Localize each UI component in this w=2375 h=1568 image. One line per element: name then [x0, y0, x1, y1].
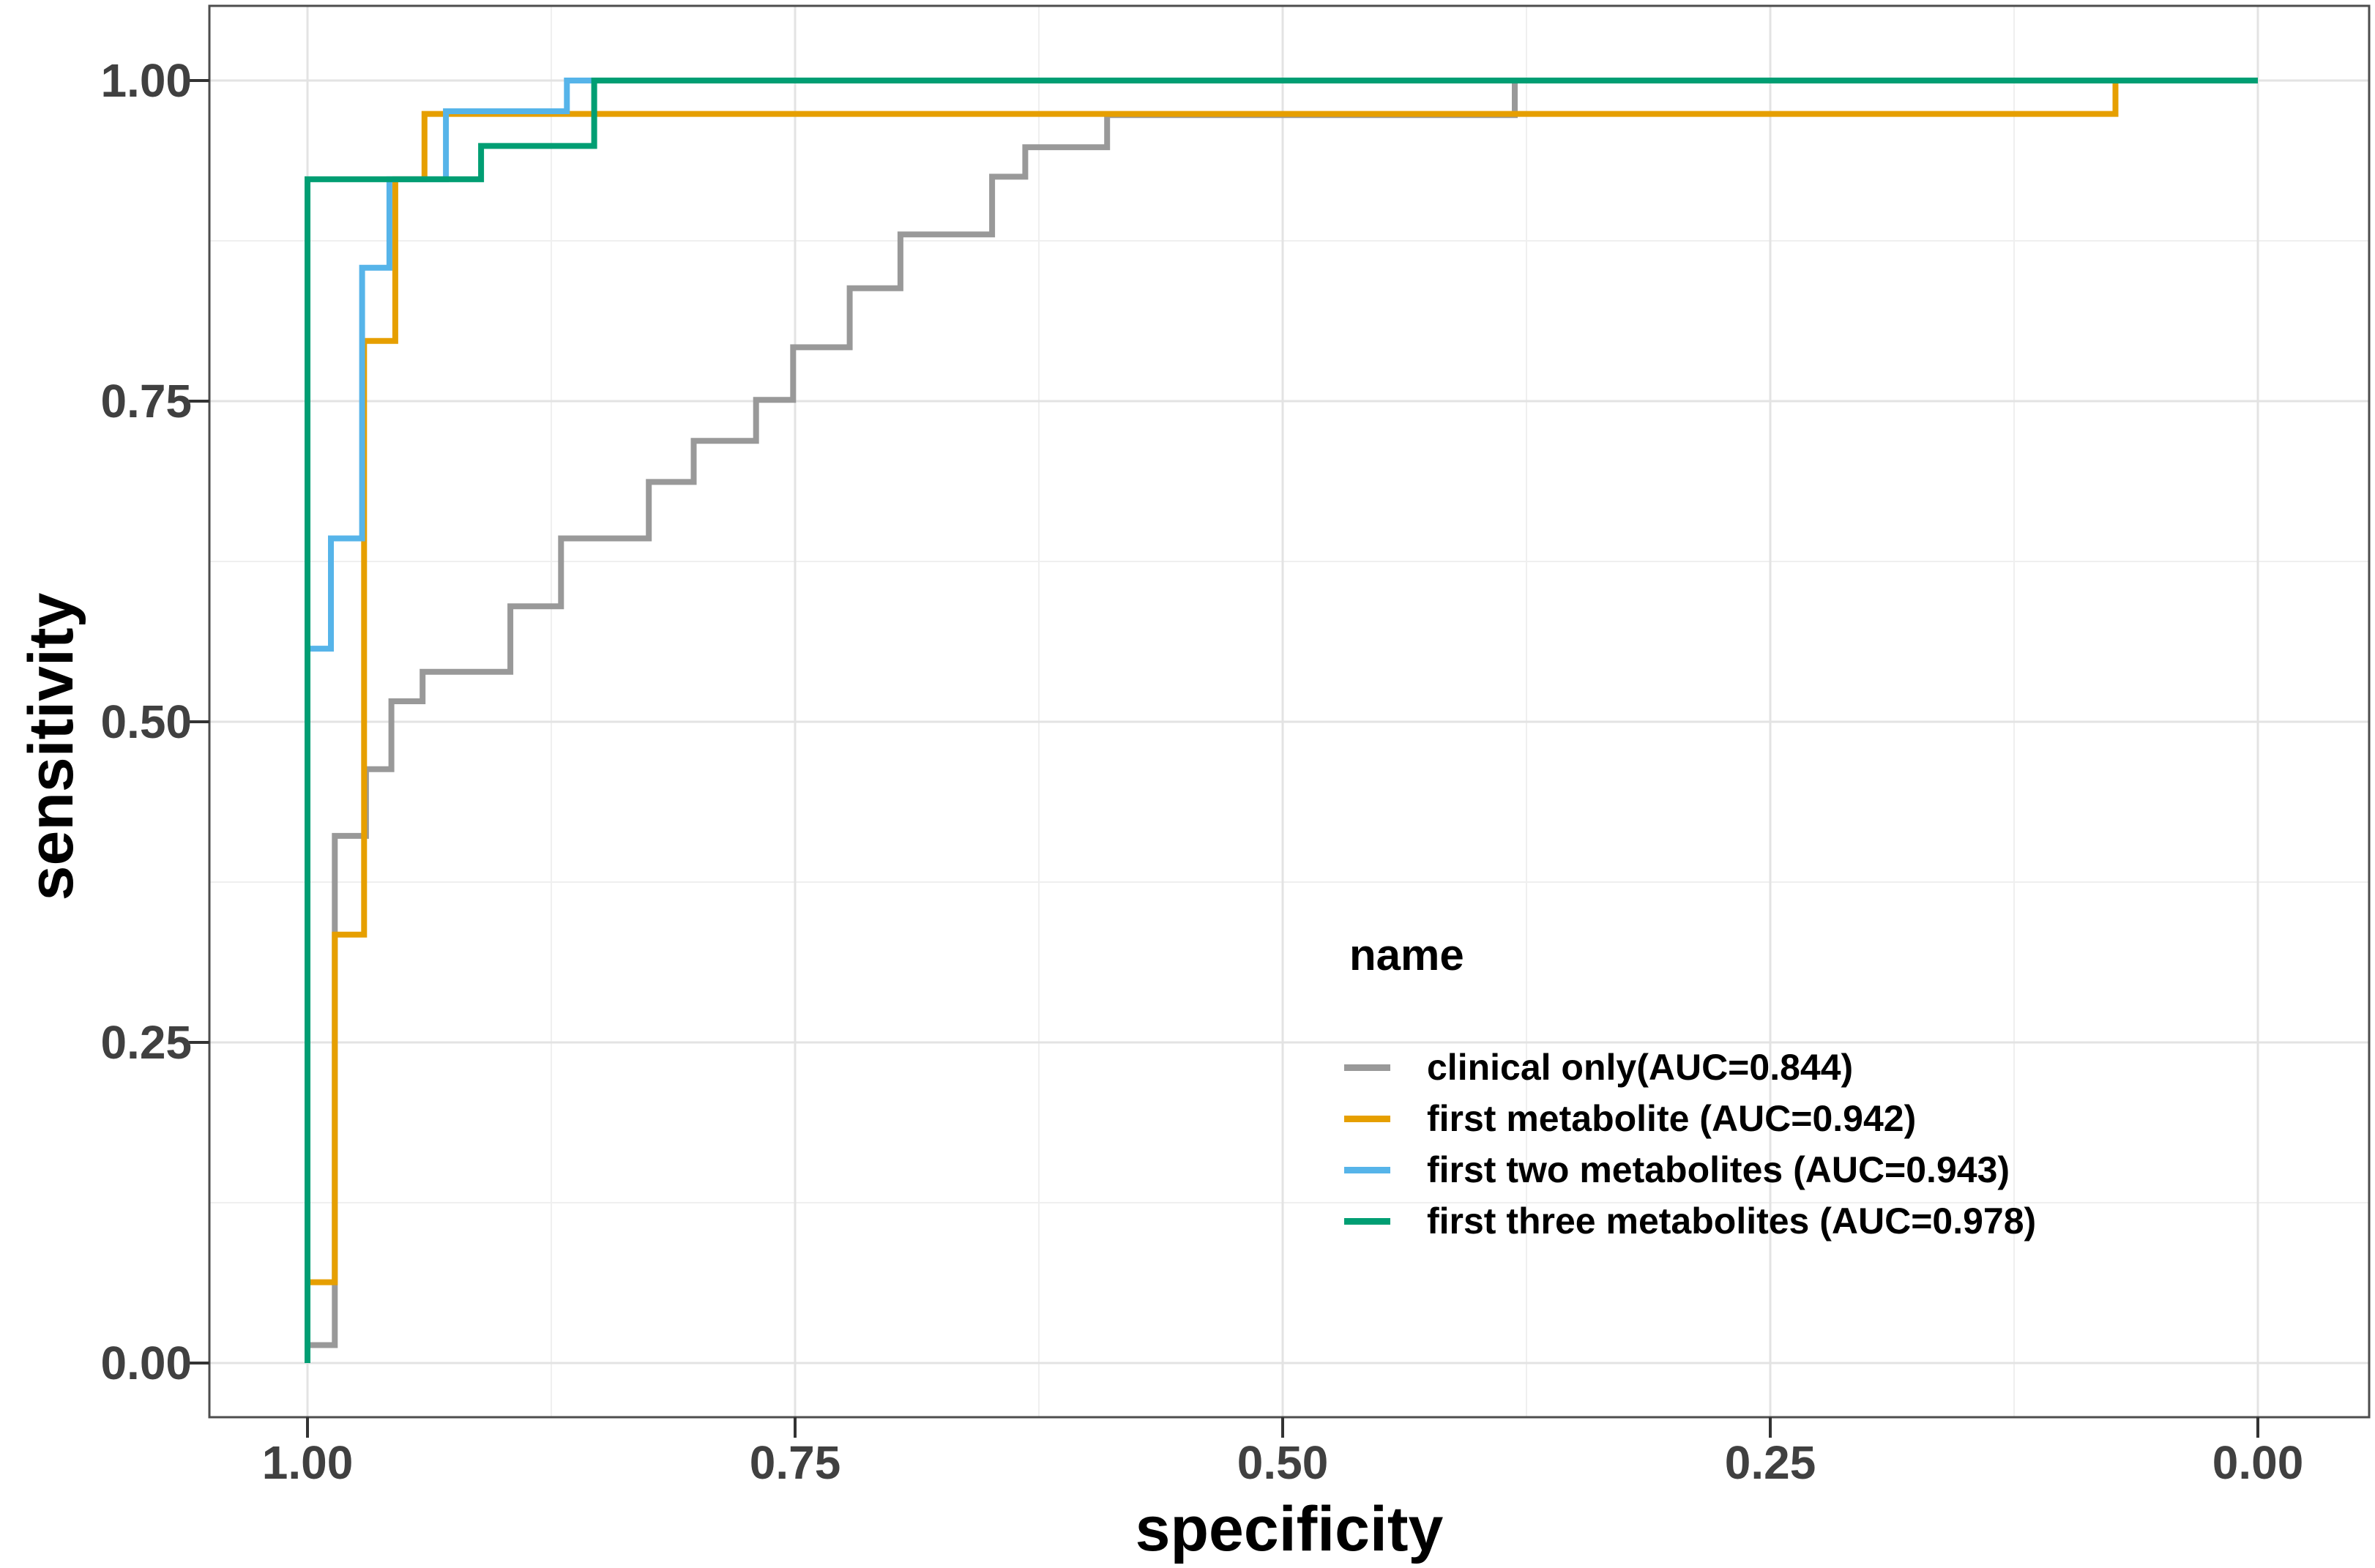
- legend-item-label: first metabolite (AUC=0.942): [1427, 1098, 1917, 1139]
- y-tick-label: 1.00: [100, 54, 192, 107]
- legend-title: name: [1349, 930, 1464, 979]
- legend: name clinical only(AUC=0.844) first meta…: [1344, 933, 2036, 1247]
- legend-item-first-two-metabolites: first two metabolites (AUC=0.943): [1344, 1144, 2036, 1195]
- line-swatch-icon: [1344, 1217, 1390, 1225]
- y-tick-label: 0.00: [100, 1337, 192, 1389]
- y-tick-label: 0.25: [100, 1016, 192, 1069]
- legend-item-first-three-metabolites: first three metabolites (AUC=0.978): [1344, 1195, 2036, 1247]
- legend-item-label: first two metabolites (AUC=0.943): [1427, 1149, 2010, 1190]
- x-tick-label: 0.75: [749, 1436, 841, 1489]
- x-tick-label: 0.00: [2212, 1436, 2304, 1489]
- x-axis-title: specificity: [1135, 1494, 1444, 1564]
- y-tick-label: 0.50: [100, 695, 192, 748]
- line-swatch-icon: [1344, 1064, 1390, 1071]
- roc-curve-first-metabolite: [305, 78, 2258, 1363]
- roc-curve-first-two-metabolites: [305, 78, 2258, 1363]
- y-axis-title: sensitivity: [16, 592, 86, 901]
- roc-curve-clinical-only: [305, 78, 2258, 1363]
- line-swatch-icon: [1344, 1166, 1390, 1173]
- roc-curve-first-three-metabolites: [305, 78, 2258, 1363]
- x-tick-label: 0.50: [1237, 1436, 1329, 1489]
- legend-item-clinical-only: clinical only(AUC=0.844): [1344, 1042, 2036, 1093]
- legend-item-label: first three metabolites (AUC=0.978): [1427, 1201, 2037, 1242]
- legend-item-first-metabolite: first metabolite (AUC=0.942): [1344, 1093, 2036, 1144]
- legend-item-label: clinical only(AUC=0.844): [1427, 1047, 1854, 1088]
- x-tick-label: 1.00: [261, 1436, 354, 1489]
- x-tick-label: 0.25: [1724, 1436, 1816, 1489]
- y-tick-label: 0.75: [100, 375, 192, 428]
- line-swatch-icon: [1344, 1115, 1390, 1122]
